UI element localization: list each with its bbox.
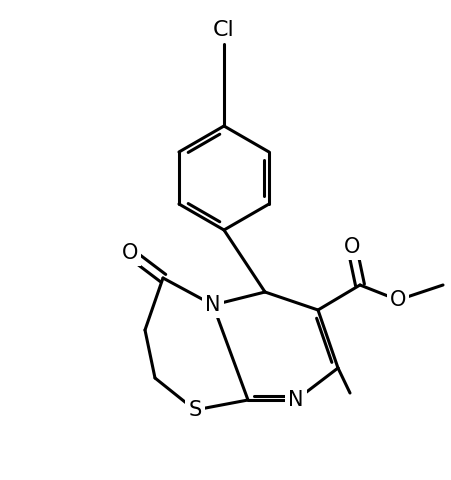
Text: O: O — [122, 243, 138, 263]
Text: N: N — [288, 390, 304, 410]
Text: S: S — [189, 400, 202, 420]
Text: N: N — [205, 295, 221, 315]
Text: O: O — [390, 290, 406, 310]
Text: O: O — [344, 237, 360, 257]
Text: Cl: Cl — [213, 20, 235, 40]
